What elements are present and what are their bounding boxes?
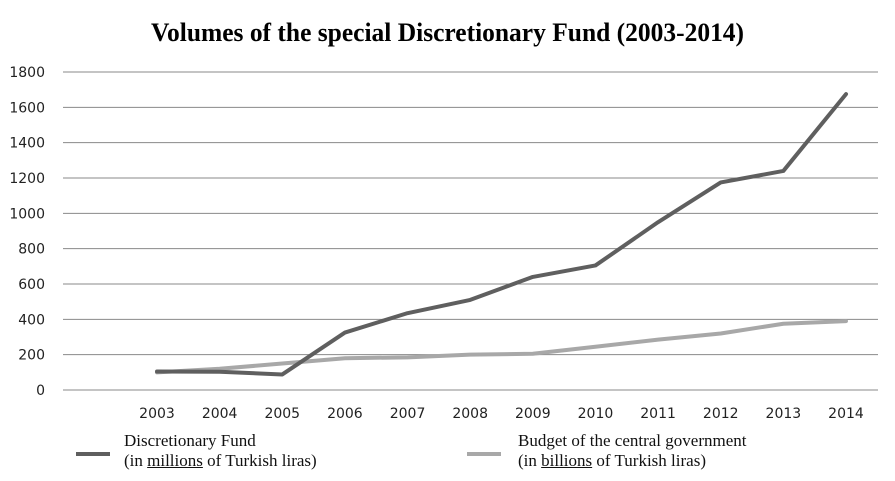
x-tick-label: 2004 bbox=[202, 406, 238, 422]
y-tick-label: 400 bbox=[18, 312, 45, 328]
x-tick-label: 2008 bbox=[452, 406, 488, 422]
x-tick-label: 2011 bbox=[640, 406, 676, 422]
x-tick-label: 2014 bbox=[828, 406, 864, 422]
y-tick-label: 0 bbox=[36, 383, 45, 399]
y-tick-label: 200 bbox=[18, 348, 45, 364]
y-tick-label: 1600 bbox=[9, 100, 45, 116]
x-tick-label: 2009 bbox=[515, 406, 551, 422]
y-tick-label: 800 bbox=[18, 242, 45, 258]
legend-swatch-budget bbox=[467, 452, 501, 456]
legend-item-discretionary: Discretionary Fund (in millions of Turki… bbox=[124, 431, 317, 471]
x-tick-label: 2012 bbox=[703, 406, 739, 422]
legend-item-budget: Budget of the central government (in bil… bbox=[518, 431, 746, 471]
chart-title: Volumes of the special Discretionary Fun… bbox=[150, 18, 745, 47]
y-tick-label: 1200 bbox=[9, 171, 45, 187]
y-tick-label: 1800 bbox=[9, 65, 45, 81]
x-tick-label: 2003 bbox=[139, 406, 175, 422]
legend-unit-note: (in billions of Turkish liras) bbox=[518, 451, 706, 470]
x-tick-label: 2013 bbox=[766, 406, 802, 422]
y-tick-label: 1400 bbox=[9, 136, 45, 152]
series-line-central-budget bbox=[155, 319, 848, 375]
legend-swatch-discretionary bbox=[76, 452, 110, 456]
x-tick-label: 2007 bbox=[390, 406, 426, 422]
y-tick-label: 600 bbox=[18, 277, 45, 293]
legend-label: Budget of the central government bbox=[518, 431, 747, 450]
x-tick-label: 2005 bbox=[264, 406, 300, 422]
legend-unit-note: (in millions of Turkish liras) bbox=[124, 451, 317, 470]
y-tick-label: 1000 bbox=[9, 206, 45, 222]
series-line-discretionary-fund bbox=[155, 92, 848, 377]
legend-label: Discretionary Fund bbox=[124, 431, 256, 450]
x-tick-label: 2006 bbox=[327, 406, 363, 422]
x-tick-label: 2010 bbox=[578, 406, 614, 422]
